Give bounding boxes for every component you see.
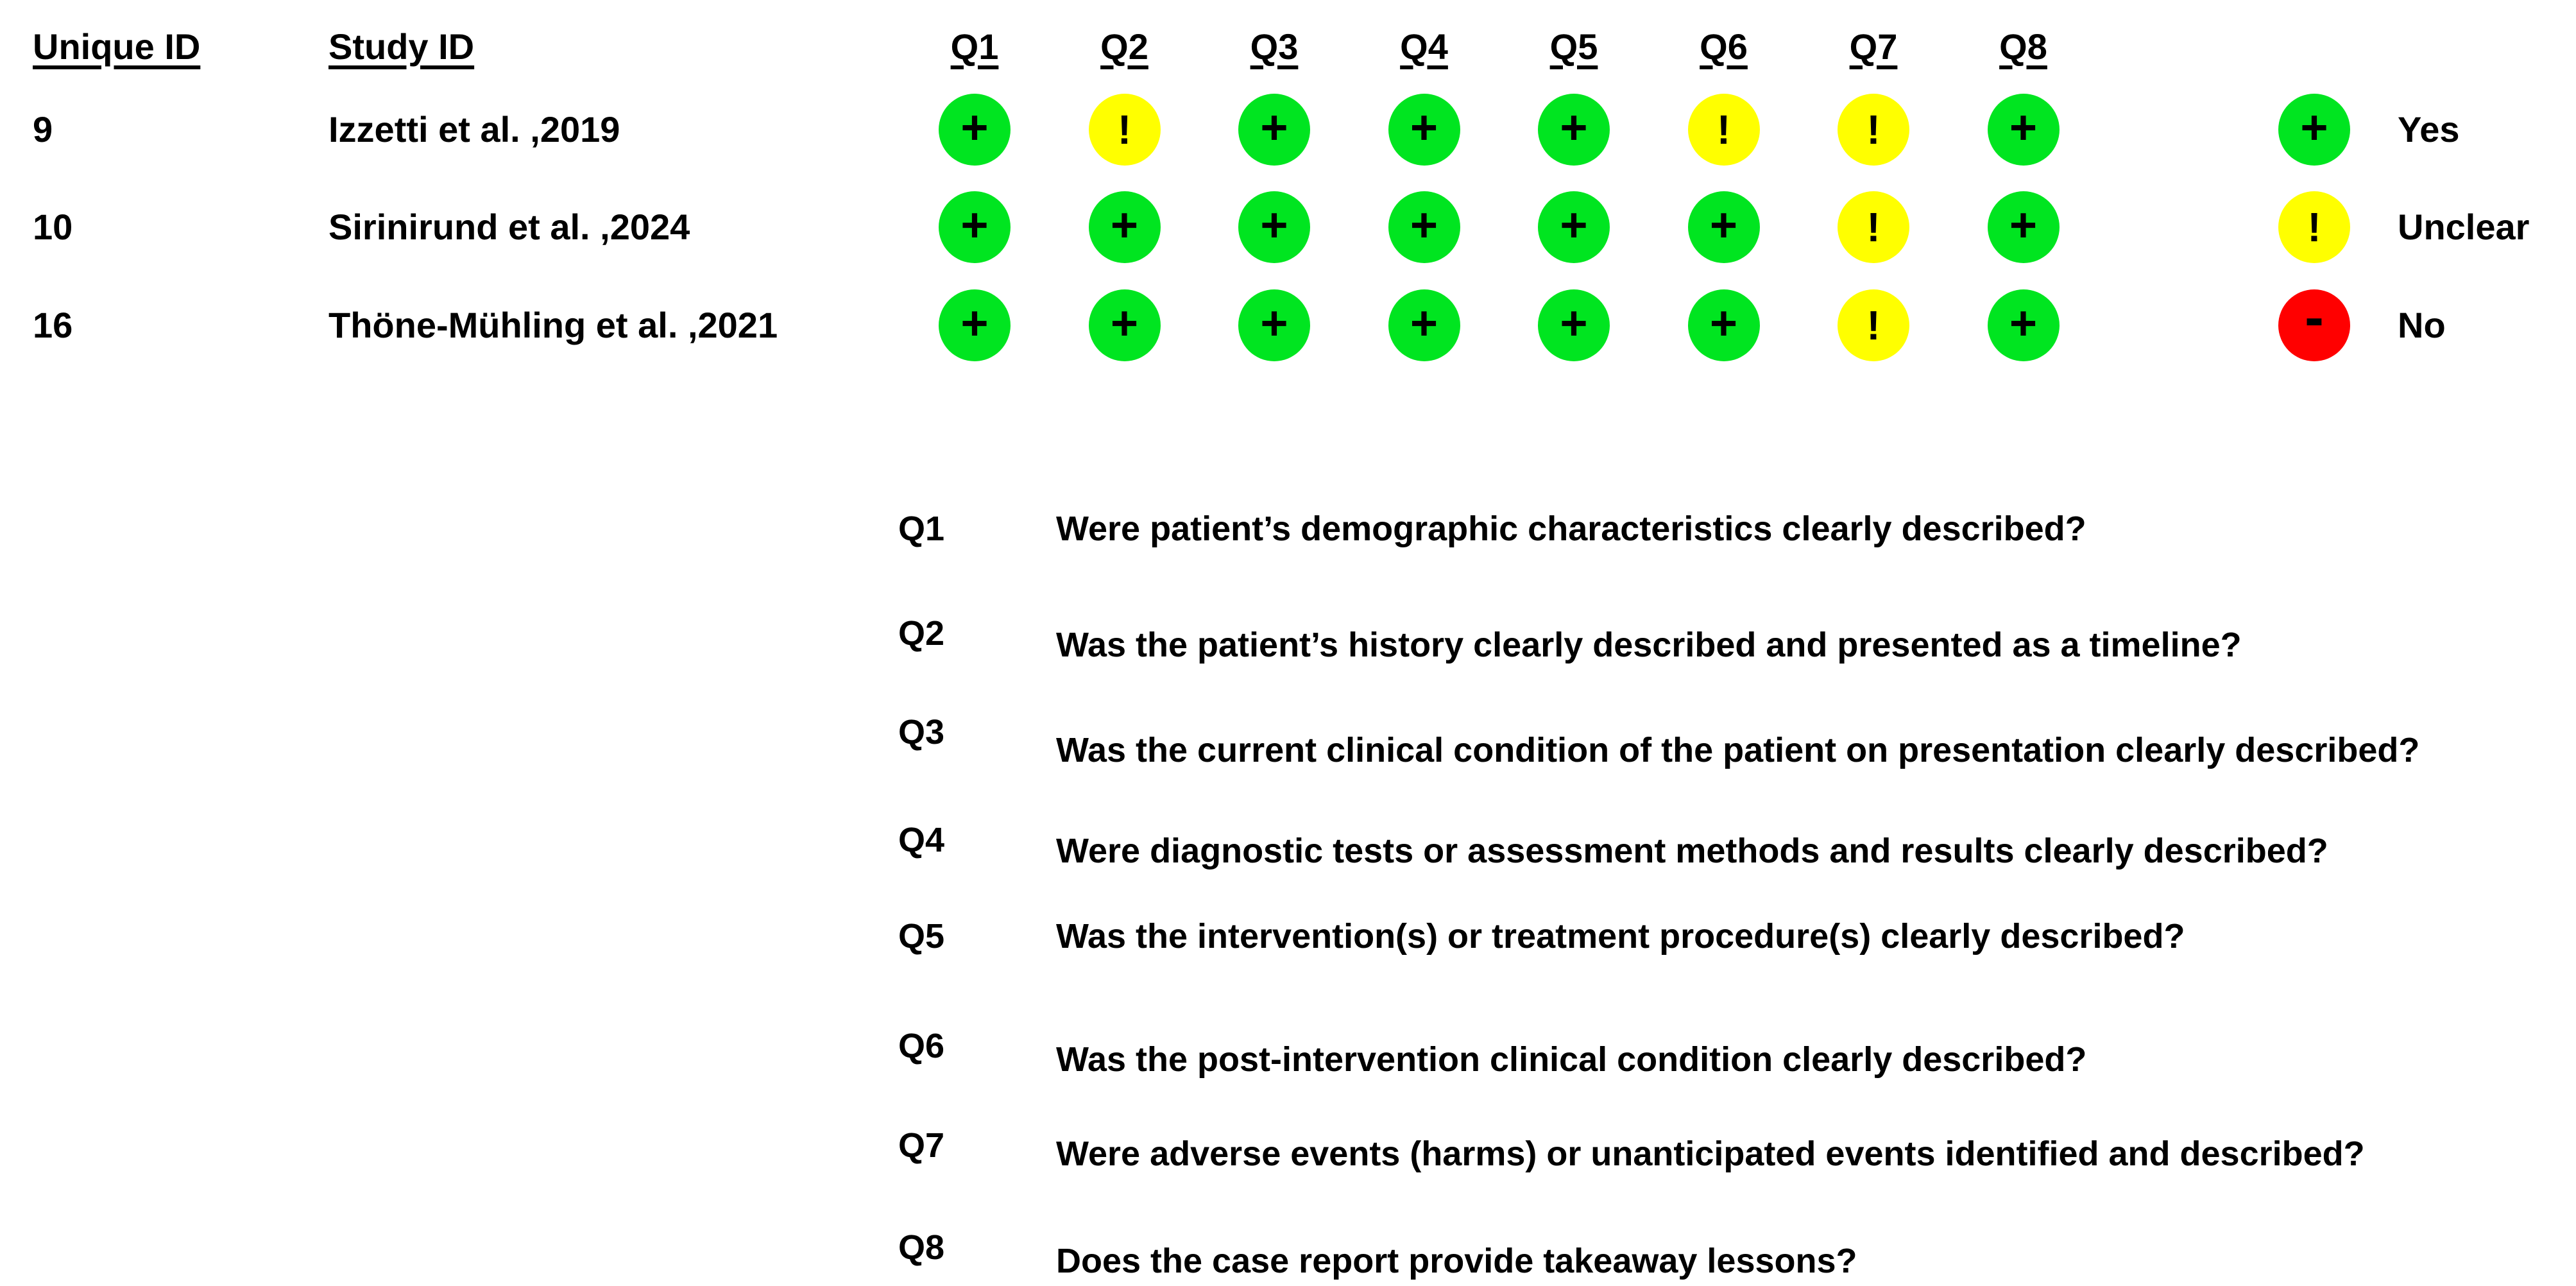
study-16-q3-rating-circle: + [1238,289,1310,361]
study-9-q5-rating-circle: + [1538,94,1610,166]
plus-icon: + [960,296,989,350]
plus-icon: + [1560,101,1588,154]
column-header-q1: Q1 [950,26,999,67]
plus-icon: + [1709,296,1738,350]
column-header-unique-id: Unique ID [33,26,201,67]
study-10-q8-rating-circle: + [1987,191,2060,263]
exclamation-icon: ! [2307,204,2321,250]
study-10-q4-rating-circle: + [1388,191,1460,263]
plus-icon: + [960,198,989,252]
question-text-q1: Were patient’s demographic characteristi… [1056,510,2086,548]
question-text-q2: Was the patient’s history clearly descri… [1056,626,2242,664]
study-9-q2-rating-circle: ! [1088,94,1161,166]
question-text-q4: Were diagnostic tests or assessment meth… [1056,832,2328,870]
column-header-q5: Q5 [1549,26,1598,67]
question-text-q5: Was the intervention(s) or treatment pro… [1056,917,2185,956]
question-label-q6: Q6 [898,1027,945,1065]
column-header-q3: Q3 [1250,26,1299,67]
question-label-q5: Q5 [898,917,945,956]
question-text-q6: Was the post-intervention clinical condi… [1056,1040,2087,1079]
question-text-q8: Does the case report provide takeaway le… [1056,1242,1857,1280]
study-16-q1-rating-circle: + [939,289,1011,361]
legend-label-no: No [2398,305,2446,345]
plus-icon: + [1560,198,1588,252]
exclamation-icon: ! [1866,107,1881,153]
study-16-q6-rating-circle: + [1687,289,1760,361]
study-9-q4-rating-circle: + [1388,94,1460,166]
unique-id-cell: 9 [33,109,53,150]
exclamation-icon: ! [1716,107,1731,153]
study-10-q6-rating-circle: + [1687,191,1760,263]
study-10-q5-rating-circle: + [1538,191,1610,263]
study-id-cell: Sirinirund et al. ,2024 [328,207,690,247]
column-header-q7: Q7 [1849,26,1898,67]
question-label-q3: Q3 [898,713,945,751]
study-16-q4-rating-circle: + [1388,289,1460,361]
exclamation-icon: ! [1866,204,1881,250]
exclamation-icon: ! [1866,302,1881,348]
study-10-q7-rating-circle: ! [1838,191,1909,263]
question-text-q7: Were adverse events (harms) or unanticip… [1056,1135,2365,1173]
plus-icon: + [1560,296,1588,350]
plus-icon: + [2009,101,2038,154]
plus-icon: + [1260,198,1288,252]
legend-yes-rating-circle: + [2278,94,2350,166]
exclamation-icon: ! [1117,107,1132,153]
legend-no-rating-circle: - [2278,289,2350,361]
study-16-q8-rating-circle: + [1987,289,2060,361]
study-16-q2-rating-circle: + [1088,289,1161,361]
study-9-q3-rating-circle: + [1238,94,1310,166]
plus-icon: + [2009,296,2038,350]
plus-icon: + [1410,198,1438,252]
study-9-q1-rating-circle: + [939,94,1011,166]
minus-icon: - [2305,286,2324,350]
plus-icon: + [1410,101,1438,154]
study-16-q7-rating-circle: ! [1838,289,1909,361]
question-label-q7: Q7 [898,1126,945,1165]
plus-icon: + [2300,101,2328,154]
column-header-q6: Q6 [1700,26,1748,67]
column-header-study-id: Study ID [328,26,475,67]
column-header-q4: Q4 [1400,26,1448,67]
study-10-q3-rating-circle: + [1238,191,1310,263]
question-label-q2: Q2 [898,614,945,653]
plus-icon: + [2009,198,2038,252]
plus-icon: + [1110,296,1139,350]
unique-id-cell: 10 [33,207,73,247]
question-label-q1: Q1 [898,510,945,548]
column-header-q8: Q8 [1999,26,2047,67]
plus-icon: + [1410,296,1438,350]
study-16-q5-rating-circle: + [1538,289,1610,361]
plus-icon: + [1260,296,1288,350]
study-10-q1-rating-circle: + [939,191,1011,263]
plus-icon: + [1110,198,1139,252]
question-label-q8: Q8 [898,1228,945,1267]
question-label-q4: Q4 [898,821,945,859]
unique-id-cell: 16 [33,305,73,345]
study-id-cell: Thöne-Mühling et al. ,2021 [328,305,778,345]
legend-label-unclear: Unclear [2398,207,2530,247]
question-text-q3: Was the current clinical condition of th… [1056,731,2420,769]
study-9-q6-rating-circle: ! [1687,94,1760,166]
plus-icon: + [1260,101,1288,154]
column-header-q2: Q2 [1100,26,1148,67]
study-10-q2-rating-circle: + [1088,191,1161,263]
study-id-cell: Izzetti et al. ,2019 [328,109,620,150]
legend-unclear-rating-circle: ! [2278,191,2350,263]
study-9-q7-rating-circle: ! [1838,94,1909,166]
plus-icon: + [960,101,989,154]
plus-icon: + [1709,198,1738,252]
legend-label-yes: Yes [2398,109,2460,150]
study-9-q8-rating-circle: + [1987,94,2060,166]
